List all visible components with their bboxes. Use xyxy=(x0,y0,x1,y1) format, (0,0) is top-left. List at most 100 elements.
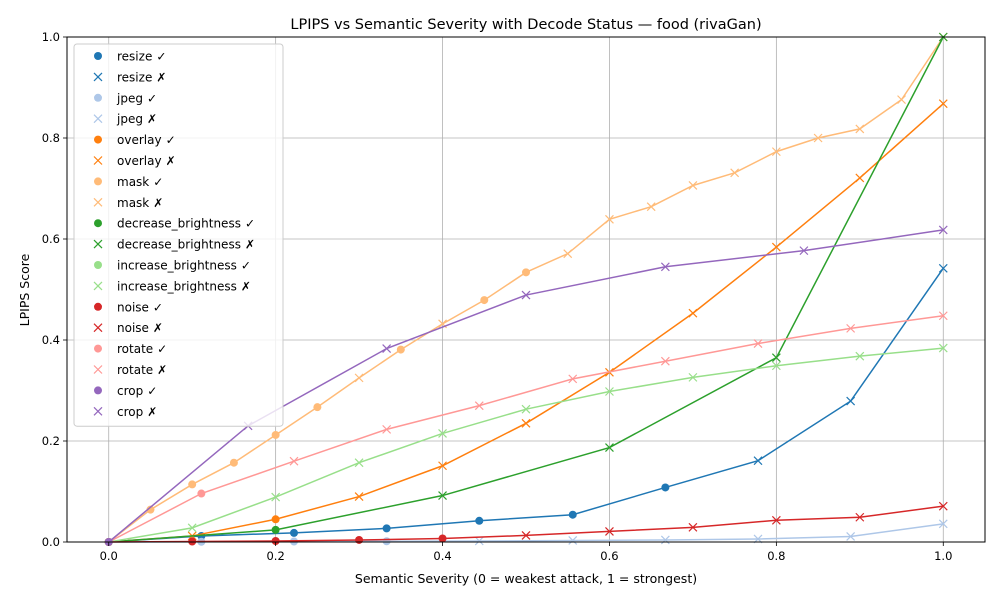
point-noise-decoded xyxy=(271,536,280,545)
series-decrease_brightness xyxy=(104,32,948,546)
legend-item-overlay-failed: overlay ✗ xyxy=(93,154,176,168)
point-rotate-failed xyxy=(753,339,763,348)
point-mask-decoded xyxy=(146,505,155,514)
point-resize-decoded xyxy=(382,524,391,533)
legend-item-mask-decoded: mask ✓ xyxy=(94,175,163,189)
cross-mark: ✗ xyxy=(156,70,166,84)
y-tick-label: 0.8 xyxy=(42,131,60,145)
point-decrease_brightness-decoded xyxy=(271,525,280,534)
legend-label: resize xyxy=(117,70,152,84)
point-crop-failed xyxy=(521,290,531,300)
legend-item-jpeg-failed: jpeg ✗ xyxy=(93,112,157,126)
point-mask-failed xyxy=(897,95,906,105)
x-tick-label: 0.2 xyxy=(266,549,284,563)
point-noise-failed xyxy=(771,515,781,525)
series-increase_brightness xyxy=(104,343,948,546)
point-mask-failed xyxy=(688,181,698,190)
point-noise-decoded xyxy=(438,534,447,543)
point-mask-decoded xyxy=(271,430,280,439)
legend-marker-x xyxy=(93,365,103,374)
legend-label: noise xyxy=(117,300,149,314)
x-tick-label: 0.0 xyxy=(100,549,118,563)
point-mask-decoded xyxy=(396,345,405,354)
point-mask-decoded xyxy=(313,403,322,412)
y-tick-label: 0.6 xyxy=(42,232,60,246)
legend-label: decrease_brightness xyxy=(117,217,241,231)
point-noise-failed xyxy=(688,522,698,532)
legend-label: crop xyxy=(117,384,143,398)
x-tick-label: 1.0 xyxy=(934,549,952,563)
legend-item-increase_brightness-failed: increase_brightness ✗ xyxy=(93,279,251,293)
legend-marker-circle xyxy=(94,219,102,228)
legend-marker-circle xyxy=(94,302,102,311)
point-rotate-failed xyxy=(938,311,948,321)
point-overlay-failed xyxy=(855,173,865,183)
point-increase_brightness-failed xyxy=(271,492,281,502)
point-mask-failed xyxy=(771,147,781,157)
legend-item-increase_brightness-decoded: increase_brightness ✓ xyxy=(94,259,251,273)
legend-label: resize xyxy=(117,50,152,64)
legend-label: noise xyxy=(117,321,149,335)
check-mark: ✓ xyxy=(157,342,167,356)
x-axis-label: Semantic Severity (0 = weakest attack, 1… xyxy=(355,571,697,586)
cross-mark: ✗ xyxy=(241,279,251,293)
y-tick-label: 0.0 xyxy=(42,535,60,549)
point-increase_brightness-failed xyxy=(855,351,865,361)
legend-item-noise-decoded: noise ✓ xyxy=(94,300,163,314)
legend-item-decrease_brightness-decoded: decrease_brightness ✓ xyxy=(94,217,255,231)
legend-label: mask xyxy=(117,196,149,210)
check-mark: ✓ xyxy=(153,300,163,314)
legend-marker-circle xyxy=(94,344,102,353)
point-decrease_brightness-failed xyxy=(438,491,447,500)
point-rotate-failed xyxy=(846,323,856,333)
legend-label: mask xyxy=(117,175,149,189)
point-increase_brightness-failed xyxy=(688,372,698,382)
point-rotate-failed xyxy=(660,356,670,366)
point-jpeg-failed xyxy=(474,536,484,546)
plot-frame xyxy=(66,36,986,543)
legend-label: overlay xyxy=(117,154,162,168)
point-overlay-failed xyxy=(521,418,531,428)
legend-label: increase_brightness xyxy=(117,279,237,293)
check-mark: ✓ xyxy=(147,91,157,105)
legend-marker-x xyxy=(93,406,103,416)
point-mask-failed xyxy=(646,202,656,212)
legend-marker-x xyxy=(93,72,103,82)
legend-item-crop-failed: crop ✗ xyxy=(93,405,157,419)
point-rotate-failed xyxy=(474,401,484,411)
point-crop-failed xyxy=(660,262,670,272)
legend-label: increase_brightness xyxy=(117,259,237,273)
point-noise-failed xyxy=(855,512,865,522)
point-resize-failed xyxy=(938,263,948,273)
point-resize-failed xyxy=(846,396,856,406)
legend-item-mask-failed: mask ✗ xyxy=(93,196,163,210)
point-jpeg-failed xyxy=(938,519,948,529)
point-decrease_brightness-failed xyxy=(771,353,781,363)
check-mark: ✓ xyxy=(156,50,166,64)
point-increase_brightness-failed xyxy=(605,387,614,396)
point-rotate-failed xyxy=(568,374,578,384)
legend-label: rotate xyxy=(117,363,153,377)
legend-item-crop-decoded: crop ✓ xyxy=(94,384,157,398)
point-noise-failed xyxy=(938,501,948,511)
cross-mark: ✗ xyxy=(166,154,176,168)
point-noise-decoded xyxy=(188,537,197,546)
point-rotate-failed xyxy=(382,424,392,434)
point-mask-decoded xyxy=(522,268,530,277)
point-increase_brightness-failed xyxy=(771,361,781,371)
point-mask-decoded xyxy=(188,480,197,489)
legend-item-rotate-failed: rotate ✗ xyxy=(93,363,167,377)
legend-label: jpeg xyxy=(116,91,143,105)
legend-label: decrease_brightness xyxy=(117,238,241,252)
point-resize-decoded xyxy=(475,516,484,525)
point-mask-failed xyxy=(855,124,865,134)
cross-mark: ✗ xyxy=(147,112,157,126)
check-mark: ✓ xyxy=(153,175,163,189)
legend-item-overlay-decoded: overlay ✓ xyxy=(94,133,176,147)
line-rotate xyxy=(108,315,944,543)
point-noise-failed xyxy=(521,531,531,540)
cross-mark: ✗ xyxy=(153,196,163,210)
point-increase_brightness-failed xyxy=(938,343,948,353)
legend: resize ✓ resize ✗ jpeg ✓ jpeg ✗ overlay ✓ ove… xyxy=(73,43,284,427)
